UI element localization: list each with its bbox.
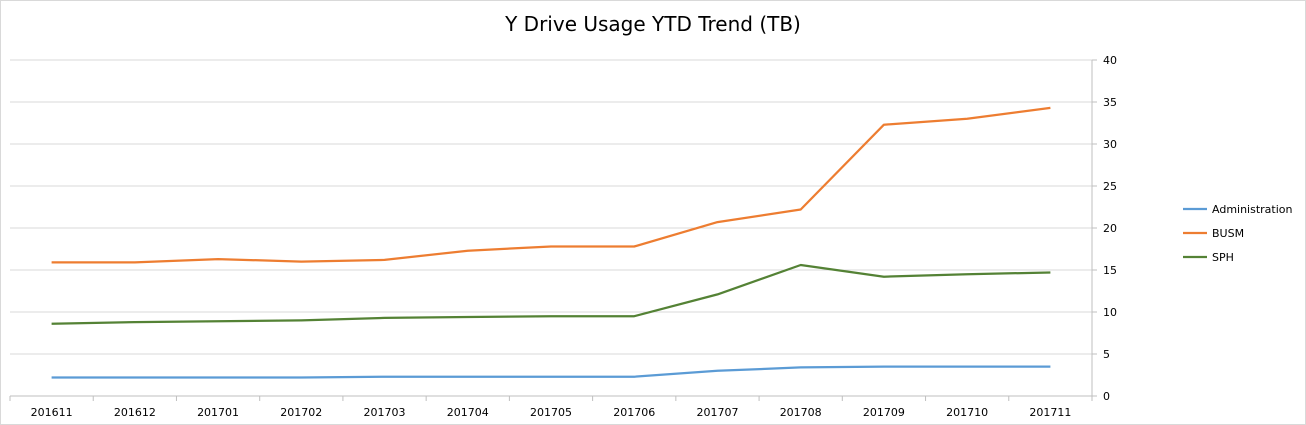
y-tick-label: 15 (1103, 264, 1117, 277)
x-tick-label: 201709 (863, 406, 905, 419)
y-tick-label: 5 (1103, 348, 1110, 361)
y-tick-label: 30 (1103, 138, 1117, 151)
x-tick-label: 201611 (31, 406, 73, 419)
x-tick-label: 201704 (447, 406, 489, 419)
gridlines (10, 59, 1092, 355)
chart-title: Y Drive Usage YTD Trend (TB) (505, 12, 801, 36)
x-tick-label: 201702 (280, 406, 322, 419)
x-tick-label: 201705 (530, 406, 572, 419)
x-tick-label: 201707 (696, 406, 738, 419)
x-tick-label: 201708 (780, 406, 822, 419)
legend-label: SPH (1212, 251, 1234, 264)
legend-label: BUSM (1212, 227, 1244, 240)
x-tick-label: 201706 (613, 406, 655, 419)
axes: 0 5 10 15 20 25 30 35 40 201611 201612 201701 201702… (9, 54, 1117, 419)
y-tick-label: 20 (1103, 222, 1117, 235)
y-tick-label: 10 (1103, 306, 1117, 319)
y-tick-label: 25 (1103, 180, 1117, 193)
series-line-sph (51, 263, 1051, 325)
x-tick-label: 201710 (946, 406, 988, 419)
x-tick-label: 201703 (364, 406, 406, 419)
x-tick-label: 201711 (1029, 406, 1071, 419)
y-tick-label: 0 (1103, 390, 1110, 403)
y-tick-label: 35 (1103, 96, 1117, 109)
y-tick-label: 40 (1103, 54, 1117, 67)
series-lines (51, 106, 1051, 379)
x-tick-label: 201701 (197, 406, 239, 419)
x-tick-label: 201612 (114, 406, 156, 419)
legend-label: Administration (1212, 203, 1293, 216)
series-line-administration (51, 365, 1051, 379)
legend: Administration BUSM SPH (1183, 203, 1293, 264)
series-line-busm (51, 106, 1051, 264)
